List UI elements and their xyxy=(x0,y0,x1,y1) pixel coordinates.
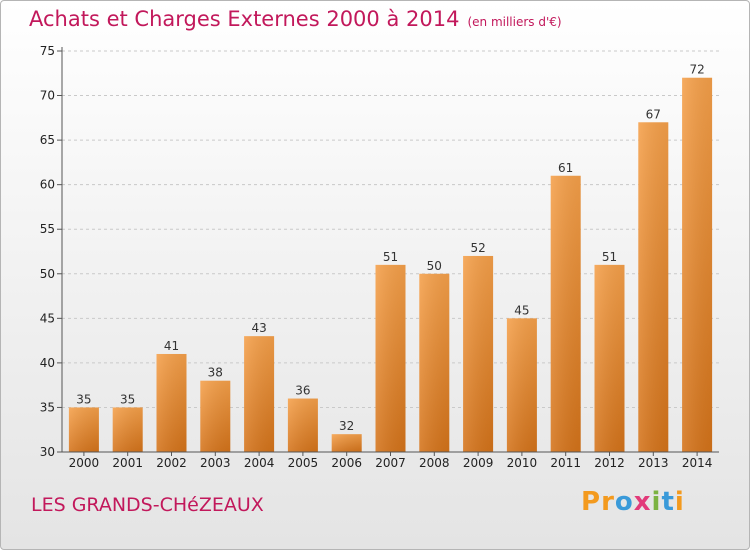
data-label: 32 xyxy=(339,419,354,433)
data-label: 51 xyxy=(602,250,617,264)
logo-letter: x xyxy=(633,487,652,517)
data-label: 36 xyxy=(295,384,310,398)
logo-letter: i xyxy=(674,487,685,517)
chart-title: Achats et Charges Externes 2000 à 2014 (e… xyxy=(29,7,562,31)
y-tick-label: 35 xyxy=(40,400,55,414)
proxiti-logo: Proxiti xyxy=(581,487,685,517)
data-label: 38 xyxy=(208,366,223,380)
bar-shade xyxy=(419,273,450,452)
data-label: 45 xyxy=(514,303,529,317)
bar-shade xyxy=(594,264,625,452)
x-tick-label: 2005 xyxy=(288,456,319,470)
x-tick-label: 2014 xyxy=(682,456,713,470)
logo-letter: o xyxy=(614,487,634,517)
bar-shade xyxy=(331,434,362,452)
bar-shade xyxy=(287,398,318,452)
title-unit: (en milliers d'€) xyxy=(467,15,562,29)
data-label: 51 xyxy=(383,250,398,264)
data-label: 35 xyxy=(76,392,91,406)
x-tick-label: 2002 xyxy=(156,456,187,470)
commune-name: LES GRANDS-CHéZEAUX xyxy=(31,494,264,516)
bar-shade xyxy=(200,380,231,452)
bar-shade xyxy=(638,122,669,453)
x-tick-label: 2001 xyxy=(112,456,143,470)
bar-shade xyxy=(244,336,275,452)
bar-shade xyxy=(156,353,187,452)
x-tick-label: 2008 xyxy=(419,456,450,470)
x-tick-label: 2011 xyxy=(550,456,581,470)
bar-shade xyxy=(463,255,494,452)
bar-shade xyxy=(506,318,537,452)
y-tick-label: 60 xyxy=(40,178,55,192)
logo-letter: P xyxy=(581,487,602,517)
data-label: 52 xyxy=(470,241,485,255)
data-label: 43 xyxy=(251,321,266,335)
data-label: 41 xyxy=(164,339,179,353)
bar-shade xyxy=(682,77,713,452)
y-tick-label: 55 xyxy=(40,222,55,236)
logo-letter: i xyxy=(651,487,662,517)
bar-shade xyxy=(550,175,581,452)
y-tick-label: 65 xyxy=(40,133,55,147)
logo-letter: r xyxy=(601,487,615,517)
x-tick-label: 2010 xyxy=(507,456,538,470)
x-tick-label: 2013 xyxy=(638,456,669,470)
y-tick-label: 75 xyxy=(40,44,55,58)
y-tick-label: 70 xyxy=(40,89,55,103)
x-tick-label: 2003 xyxy=(200,456,231,470)
bars xyxy=(68,77,713,453)
x-tick-label: 2004 xyxy=(244,456,275,470)
data-label: 72 xyxy=(689,63,704,77)
title-main: Achats et Charges Externes 2000 à 2014 xyxy=(29,7,460,31)
bar-shade xyxy=(68,407,99,452)
labels: 35 35 41 38 43 36 32 51 50 52 45 61 51 67 72 xyxy=(76,63,704,433)
x-tick-label: 2006 xyxy=(331,456,362,470)
logo-letter: t xyxy=(661,487,675,517)
axes: 30 35 40 45 50 55 60 65 70 75 2000 2001 2002 2003 2004… xyxy=(40,44,719,470)
x-tick-label: 2007 xyxy=(375,456,406,470)
data-label: 35 xyxy=(120,392,135,406)
x-tick-label: 2000 xyxy=(69,456,100,470)
y-tick-label: 30 xyxy=(40,445,55,459)
y-tick-label: 50 xyxy=(40,267,55,281)
x-tick-label: 2009 xyxy=(463,456,494,470)
x-tick-label: 2012 xyxy=(594,456,625,470)
y-tick-label: 45 xyxy=(40,311,55,325)
data-label: 61 xyxy=(558,161,573,175)
data-label: 50 xyxy=(427,259,442,273)
y-tick-label: 40 xyxy=(40,356,55,370)
data-label: 67 xyxy=(646,107,661,121)
bar-shade xyxy=(112,407,143,452)
bar-shade xyxy=(375,264,406,452)
